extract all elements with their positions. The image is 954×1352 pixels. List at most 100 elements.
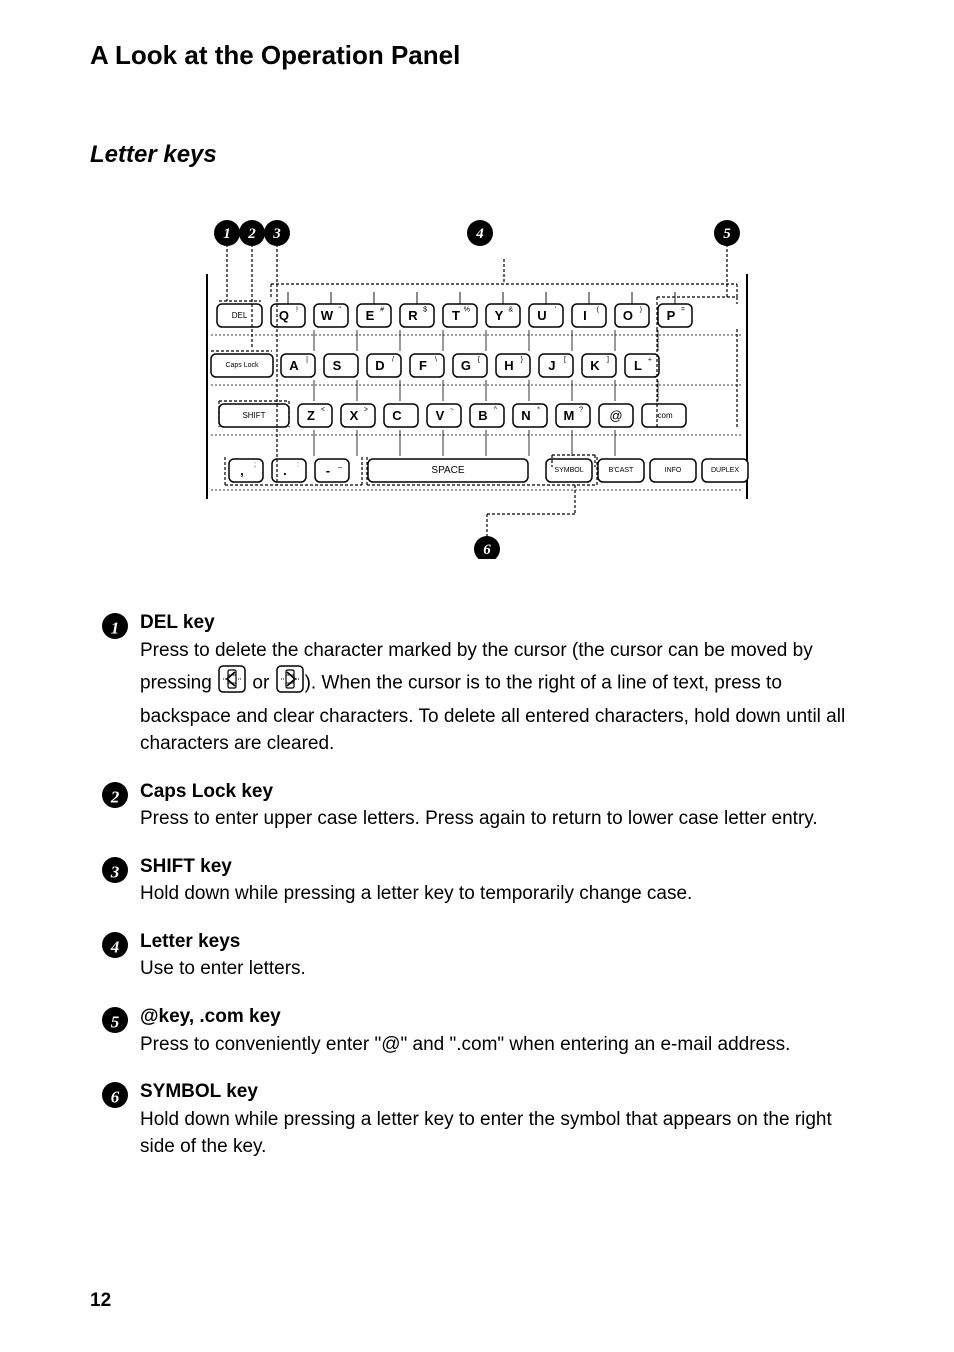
legend-bullet: 6 (90, 1078, 140, 1110)
svg-text:/: / (392, 357, 394, 364)
legend-body: SHIFT keyHold down while pressing a lett… (140, 853, 864, 908)
svg-text:K: K (590, 358, 600, 373)
svg-text:): ) (640, 307, 642, 314)
svg-text:*: * (537, 407, 540, 414)
svg-text:W: W (321, 308, 334, 323)
legend-title: @key, .com key (140, 1003, 864, 1031)
legend-item: 5 @key, .com keyPress to conveniently ent… (90, 1003, 864, 1058)
svg-text:P: P (667, 308, 676, 323)
svg-text:6: 6 (111, 1088, 120, 1107)
legend-title: DEL key (140, 609, 864, 637)
svg-text:F: F (419, 358, 427, 373)
svg-text:+: + (648, 357, 652, 364)
svg-text:?: ? (579, 407, 583, 414)
svg-text:#: # (380, 307, 384, 314)
legend-list: 1 DEL keyPress to delete the character ma… (90, 609, 864, 1161)
svg-text:U: U (537, 308, 546, 323)
section-subtitle: Letter keys (90, 141, 864, 169)
arrow-right-key-icon (275, 664, 305, 703)
svg-text:1: 1 (223, 226, 231, 242)
legend-desc: Hold down while pressing a letter key to… (140, 1106, 864, 1161)
page-title: A Look at the Operation Panel (90, 40, 864, 71)
svg-text:J: J (548, 358, 555, 373)
svg-text:O: O (623, 308, 633, 323)
legend-bullet: 4 (90, 928, 140, 960)
legend-bullet: 5 (90, 1003, 140, 1035)
svg-text:B'CAST: B'CAST (609, 467, 634, 474)
svg-text:V: V (436, 408, 445, 423)
svg-text:2: 2 (110, 787, 120, 806)
legend-item: 1 DEL keyPress to delete the character ma… (90, 609, 864, 758)
svg-text:B: B (478, 408, 487, 423)
svg-text:~: ~ (450, 407, 454, 414)
legend-desc: Press to delete the character marked by … (140, 637, 864, 758)
legend-body: Letter keysUse to enter letters. (140, 928, 864, 983)
svg-text::: : (297, 462, 299, 469)
svg-text:3: 3 (110, 862, 120, 881)
legend-desc: Hold down while pressing a letter key to… (140, 880, 864, 908)
svg-text:D: D (375, 358, 384, 373)
svg-text:Z: Z (307, 408, 315, 423)
svg-text:N: N (521, 408, 530, 423)
legend-title: Letter keys (140, 928, 864, 956)
svg-text:T: T (452, 308, 460, 323)
svg-text:>: > (364, 407, 368, 414)
svg-text:[: [ (564, 357, 566, 364)
legend-bullet: 3 (90, 853, 140, 885)
legend-body: Caps Lock keyPress to enter upper case l… (140, 778, 864, 833)
svg-text:C: C (392, 408, 402, 423)
legend-body: DEL keyPress to delete the character mar… (140, 609, 864, 758)
svg-text:E: E (366, 308, 375, 323)
svg-text:5: 5 (723, 226, 731, 242)
svg-text:Y: Y (495, 308, 504, 323)
svg-text:2: 2 (247, 226, 256, 242)
svg-text:DEL: DEL (232, 311, 248, 320)
legend-title: SYMBOL key (140, 1078, 864, 1106)
svg-text:!: ! (296, 307, 298, 314)
svg-text:;: ; (254, 462, 256, 469)
svg-text:DUPLEX: DUPLEX (711, 467, 739, 474)
svg-text:SPACE: SPACE (431, 465, 464, 476)
legend-bullet: 2 (90, 778, 140, 810)
legend-title: Caps Lock key (140, 778, 864, 806)
svg-text:L: L (634, 358, 642, 373)
keyboard-diagram: DELQ!W"E#R$T%Y&U'I(O)P=Caps LockA|SD/F\G… (90, 209, 864, 559)
svg-text:A: A (289, 358, 299, 373)
svg-text:Caps Lock: Caps Lock (225, 362, 259, 369)
svg-text:,: , (240, 463, 244, 478)
svg-text:': ' (555, 307, 556, 314)
svg-text:%: % (464, 307, 470, 314)
svg-text:3: 3 (272, 226, 281, 242)
page-number: 12 (90, 1290, 111, 1312)
svg-text:SHIFT: SHIFT (242, 411, 265, 420)
svg-text:_: _ (337, 462, 342, 469)
svg-text:\: \ (435, 357, 437, 364)
svg-text:=: = (681, 307, 685, 314)
svg-text:I: I (583, 308, 587, 323)
svg-text:|: | (306, 357, 308, 364)
svg-text:G: G (461, 358, 471, 373)
svg-text:Q: Q (279, 308, 289, 323)
svg-text:M: M (563, 408, 574, 423)
legend-item: 4Letter keysUse to enter letters. (90, 928, 864, 983)
legend-body: @key, .com keyPress to conveniently ente… (140, 1003, 864, 1058)
legend-item: 2 Caps Lock keyPress to enter upper case … (90, 778, 864, 833)
svg-text:H: H (504, 358, 513, 373)
svg-text:R: R (408, 308, 418, 323)
svg-text:@: @ (609, 408, 622, 423)
svg-text:-: - (326, 463, 330, 478)
legend-desc: Use to enter letters. (140, 955, 864, 983)
svg-text:1: 1 (111, 619, 120, 638)
legend-item: 6 SYMBOL keyHold down while pressing a le… (90, 1078, 864, 1161)
svg-text:$: $ (423, 307, 427, 314)
svg-text:&: & (508, 307, 513, 314)
svg-text:S: S (333, 358, 342, 373)
arrow-left-key-icon (217, 664, 247, 703)
svg-text:5: 5 (111, 1013, 120, 1032)
legend-title: SHIFT key (140, 853, 864, 881)
svg-text:X: X (350, 408, 359, 423)
svg-text:]: ] (607, 357, 609, 364)
legend-desc: Press to enter upper case letters. Press… (140, 805, 864, 833)
svg-text:INFO: INFO (665, 467, 682, 474)
svg-text:SYMBOL: SYMBOL (554, 467, 583, 474)
